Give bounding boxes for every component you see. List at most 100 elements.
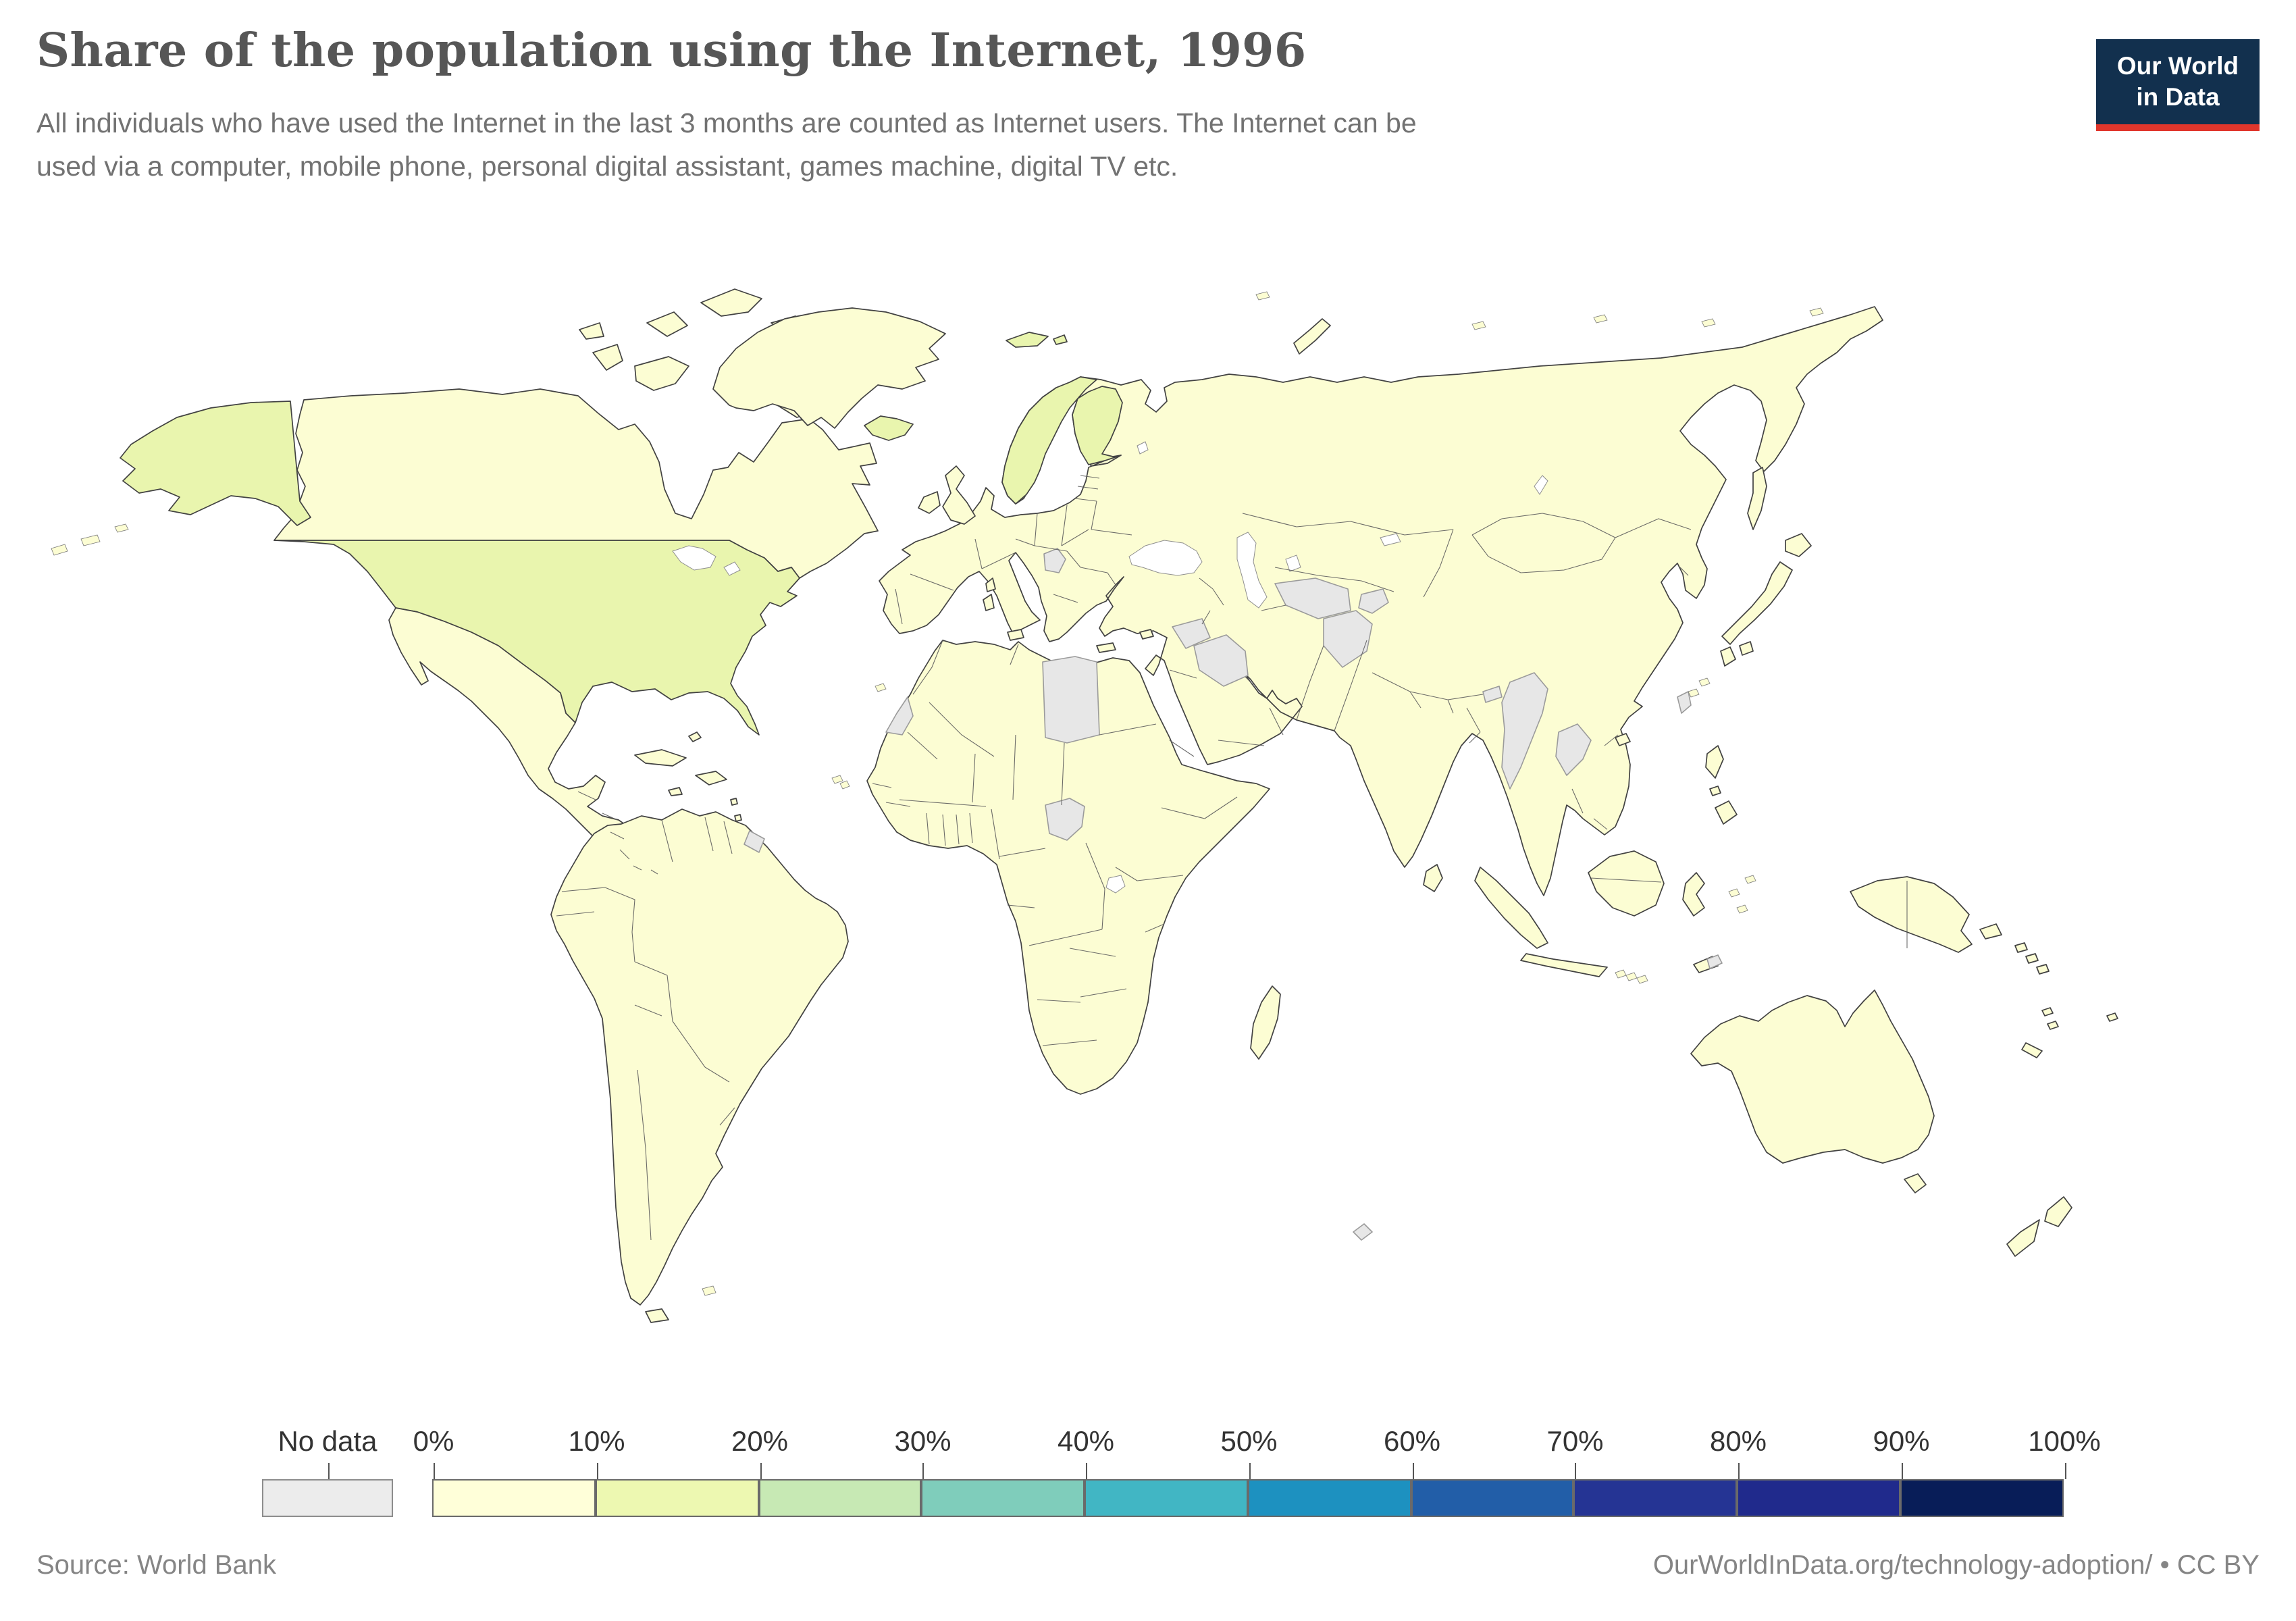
legend-tick-label: 0% (413, 1426, 454, 1458)
chart-subtitle: All individuals who have used the Intern… (36, 103, 1417, 188)
hainan[interactable] (1615, 733, 1631, 746)
lake-baikal (1534, 475, 1548, 495)
legend-no-data-swatch[interactable] (262, 1479, 393, 1517)
country-greenland[interactable] (712, 307, 946, 429)
country-new-zealand[interactable] (2006, 1196, 2072, 1257)
atlantic-islands (831, 683, 887, 790)
country-borders (556, 475, 1908, 1241)
lake-balkhash (1380, 533, 1401, 546)
legend-tick-label: 60% (1383, 1426, 1441, 1458)
source-note: Source: World Bank (36, 1551, 276, 1580)
legend-tick-label: 70% (1546, 1426, 1604, 1458)
novaya-zemlya[interactable] (1293, 318, 1331, 355)
great-lakes (672, 545, 741, 576)
logo-line-1: Our World (2116, 51, 2239, 80)
country-laos[interactable] (1555, 723, 1592, 776)
country-french-guiana[interactable] (743, 830, 765, 853)
country-myanmar[interactable] (1501, 672, 1548, 790)
mediterranean-islands[interactable] (983, 577, 1154, 653)
borneo[interactable] (1588, 850, 1665, 917)
country-syria[interactable] (1172, 618, 1211, 649)
country-norway[interactable] (1001, 376, 1097, 505)
legend-bin-50-60[interactable] (1247, 1479, 1411, 1517)
legend-tick (1738, 1463, 1740, 1479)
kerguelen-islands[interactable] (1353, 1223, 1373, 1241)
legend-bin-20-30[interactable] (758, 1479, 922, 1517)
legend-tick (922, 1463, 924, 1479)
country-indonesia-sumatra[interactable] (1474, 867, 1548, 949)
legend-tick-label: 90% (1873, 1426, 1930, 1458)
legend-bin-80-90[interactable] (1737, 1479, 1900, 1517)
legend-tick (434, 1463, 435, 1479)
country-iceland[interactable] (864, 415, 914, 441)
caribbean-islands[interactable] (634, 731, 742, 838)
country-iraq[interactable] (1193, 634, 1249, 687)
legend-tick-label: 100% (2028, 1426, 2101, 1458)
legend-bin-40-50[interactable] (1085, 1479, 1248, 1517)
credit-link[interactable]: OurWorldInData.org/technology-adoption/ … (1652, 1551, 2260, 1580)
country-bhutan[interactable] (1482, 686, 1503, 703)
country-western-sahara[interactable] (885, 696, 914, 736)
country-canada[interactable] (273, 388, 879, 579)
legend-tick (2064, 1463, 2066, 1479)
tierra-del-fuego[interactable] (645, 1308, 669, 1323)
country-indonesia-java[interactable] (1520, 953, 1608, 977)
legend-tick-label: 80% (1709, 1426, 1767, 1458)
country-ireland[interactable] (918, 491, 941, 514)
legend-tick (1249, 1463, 1251, 1479)
country-australia[interactable] (1690, 989, 1935, 1164)
aral-sea (1285, 555, 1301, 572)
moluccas (1615, 875, 1756, 984)
arctic-islands-russia (1255, 291, 1824, 330)
falkland-islands (702, 1285, 716, 1296)
legend-no-data-tick (328, 1463, 329, 1479)
legend-tick (760, 1463, 761, 1479)
legend-tick (1086, 1463, 1087, 1479)
country-taiwan[interactable] (1677, 691, 1692, 714)
lake-victoria (1105, 875, 1126, 894)
caspian-sea (1236, 532, 1268, 609)
country-libya[interactable] (1042, 656, 1100, 744)
legend-tick-label: 20% (731, 1426, 789, 1458)
legend-bin-90-100[interactable] (1900, 1479, 2063, 1517)
legend-tick-label: 10% (568, 1426, 625, 1458)
legend-tick (1575, 1463, 1577, 1479)
country-usa-alaska[interactable] (120, 401, 311, 526)
logo-line-2: in Data (2136, 82, 2220, 110)
legend-bin-0-10[interactable] (432, 1479, 596, 1517)
black-sea (1128, 540, 1203, 576)
new-guinea[interactable] (1850, 876, 1973, 953)
legend-tick-label: 40% (1057, 1426, 1115, 1458)
svalbard[interactable] (1006, 332, 1068, 348)
region-africa[interactable] (866, 640, 1270, 1095)
country-timor-leste[interactable] (1706, 954, 1723, 969)
region-south-america[interactable] (550, 808, 849, 1306)
sulawesi[interactable] (1682, 872, 1705, 917)
country-philippines[interactable] (1705, 745, 1738, 825)
legend-bin-10-20[interactable] (595, 1479, 758, 1517)
country-japan[interactable] (1720, 533, 1812, 667)
sakhalin[interactable] (1747, 467, 1767, 530)
melanesia-islands[interactable] (1979, 923, 2118, 1058)
country-sri-lanka[interactable] (1423, 864, 1443, 892)
legend-bin-70-80[interactable] (1573, 1479, 1737, 1517)
okinawa-islands (1688, 677, 1711, 698)
country-madagascar[interactable] (1250, 985, 1281, 1060)
subtitle-line-2: used via a computer, mobile phone, perso… (36, 151, 1178, 182)
lake-ladoga (1137, 441, 1149, 455)
legend-tick (596, 1463, 598, 1479)
country-finland[interactable] (1072, 386, 1123, 465)
country-south-sudan[interactable] (1045, 798, 1085, 841)
legend-bin-60-70[interactable] (1411, 1479, 1574, 1517)
owid-logo[interactable]: Our World in Data (2096, 39, 2260, 131)
country-tajikistan[interactable] (1358, 588, 1389, 614)
tasmania[interactable] (1904, 1173, 1927, 1193)
aleutian-islands (51, 523, 129, 556)
legend-tick (1412, 1463, 1413, 1479)
country-united-kingdom[interactable] (942, 465, 976, 525)
legend-tick-label: 50% (1220, 1426, 1278, 1458)
legend-tick (1901, 1463, 1903, 1479)
legend-bin-30-40[interactable] (921, 1479, 1085, 1517)
